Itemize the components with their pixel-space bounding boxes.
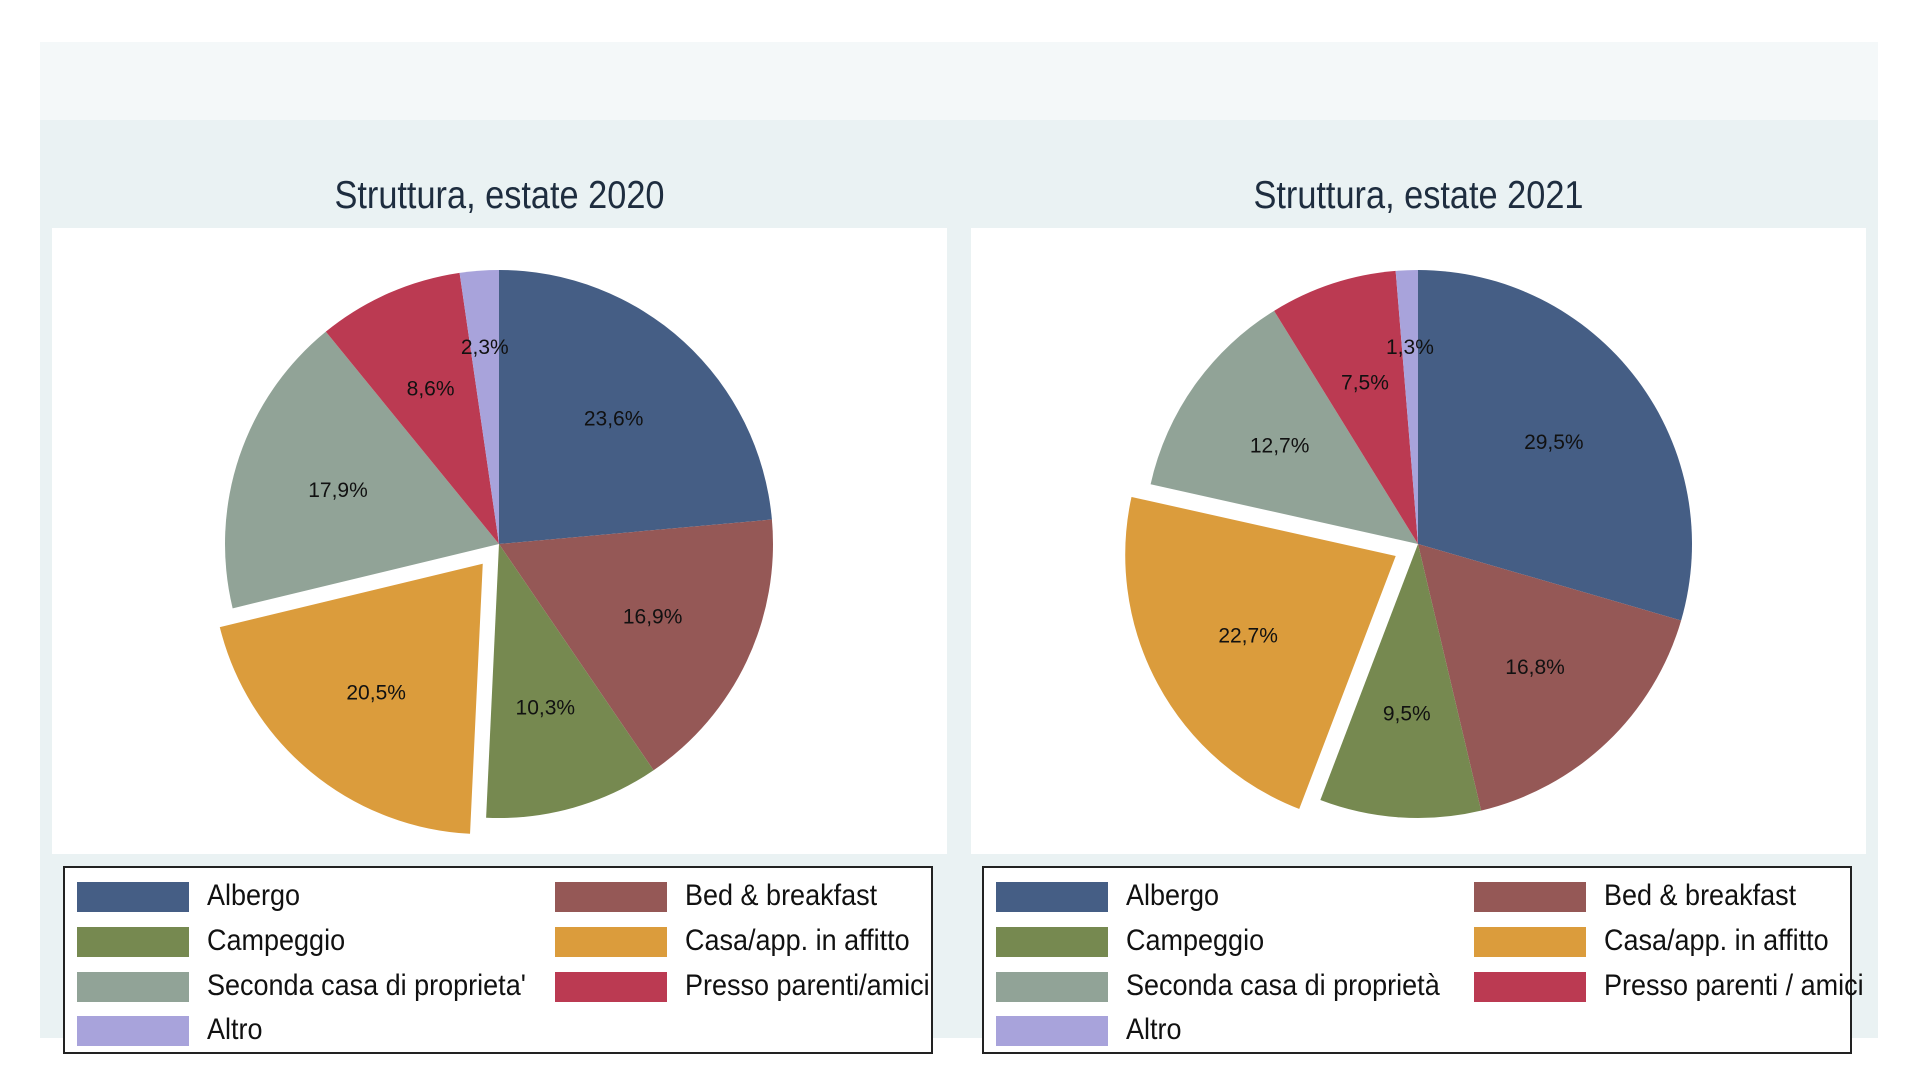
legend-label: Seconda casa di proprietà	[1126, 969, 1440, 1002]
legend-label: Campeggio	[207, 924, 346, 957]
pie-slice-albergo	[499, 270, 772, 544]
plot-area: 23,6% 16,9% 10,3% 20,5% 17,9% 8,6% 2,3%	[52, 228, 947, 854]
pie-chart: 29,5% 16,8% 9,5% 22,7% 12,7% 7,5% 1,3%	[1122, 270, 1692, 818]
slice-label-seconda-casa-di-proprieta: 17,9%	[308, 479, 368, 502]
legend-label: Altro	[207, 1013, 263, 1046]
slice-label-bed-breakfast: 16,9%	[623, 606, 683, 629]
chart-title: Struttura, estate 2021	[1253, 174, 1584, 217]
legend-label: Albergo	[1126, 879, 1220, 912]
pie-slice-campeggio	[486, 544, 654, 818]
legend-label: Altro	[1126, 1013, 1182, 1046]
legend-label: Albergo	[207, 879, 301, 912]
plot-area: 29,5% 16,8% 9,5% 22,7% 12,7% 7,5% 1,3%	[971, 228, 1866, 854]
slice-label-casa-app-in-affitto: 22,7%	[1218, 624, 1278, 647]
legend-label: Campeggio	[1126, 924, 1265, 957]
slice-label-seconda-casa-di-propriet: 12,7%	[1250, 434, 1310, 457]
slice-label-albergo: 29,5%	[1524, 431, 1584, 454]
legend-swatch	[555, 927, 667, 957]
legend-swatch	[555, 972, 667, 1002]
pie-panel-2020: Struttura, estate 2020 23,6% 16,9% 10,3% 20…	[40, 120, 959, 1054]
legend-swatch	[996, 972, 1108, 1002]
pie-slice-bed-breakfast	[1418, 544, 1682, 811]
pie-slice-presso-parenti-amici	[1274, 270, 1418, 544]
slice-label-campeggio: 9,5%	[1383, 703, 1431, 726]
legend-swatch	[996, 882, 1108, 912]
legend-label: Bed & breakfast	[1604, 879, 1797, 912]
slice-label-casa-app-in-affitto: 20,5%	[346, 682, 406, 705]
pie-slice-bed-breakfast	[499, 519, 773, 771]
legend-swatch	[77, 882, 189, 912]
pie-chart: 23,6% 16,9% 10,3% 20,5% 17,9% 8,6% 2,3%	[216, 270, 773, 837]
legend-swatch	[77, 927, 189, 957]
pie-slice-casa-app-in-affitto	[216, 559, 486, 837]
pie-slice-casa-app-in-affitto	[1122, 493, 1400, 813]
legend-swatch	[555, 882, 667, 912]
slice-label-bed-breakfast: 16,8%	[1505, 656, 1565, 679]
legend-swatch	[996, 1016, 1108, 1046]
pie-slice-albergo	[1418, 270, 1692, 621]
pie-panel-2021: Struttura, estate 2021 29,5% 16,8% 9,5% 22,…	[959, 120, 1878, 1054]
legend-swatch	[1474, 972, 1586, 1002]
pie-slice-presso-parenti-amici	[325, 272, 499, 544]
slice-label-campeggio: 10,3%	[516, 696, 576, 719]
legend-label: Seconda casa di proprieta'	[207, 969, 526, 1002]
legend: Albergo Bed & breakfast Campeggio Casa/app.…	[63, 866, 933, 1054]
slice-label-albergo: 23,6%	[584, 408, 644, 431]
pie-slice-campeggio	[1320, 544, 1482, 818]
legend-swatch	[77, 1016, 189, 1046]
legend-swatch	[1474, 927, 1586, 957]
chart-title: Struttura, estate 2020	[334, 174, 665, 217]
legend-label: Presso parenti/amici	[685, 969, 930, 1002]
legend: Albergo Bed & breakfast Campeggio Casa/app.…	[982, 866, 1864, 1054]
legend-label: Presso parenti / amici	[1604, 969, 1864, 1002]
legend-label: Bed & breakfast	[685, 879, 878, 912]
slice-label-altro: 1,3%	[1386, 336, 1434, 359]
pie-slice-seconda-casa-di-proprieta	[225, 331, 499, 609]
legend-label: Casa/app. in affitto	[1604, 924, 1829, 957]
legend-swatch	[1474, 882, 1586, 912]
legend-swatch	[77, 972, 189, 1002]
header-band	[40, 42, 1878, 120]
slice-label-altro: 2,3%	[461, 336, 509, 359]
slice-label-presso-parenti-amici: 7,5%	[1341, 372, 1389, 395]
slice-label-presso-parenti-amici: 8,6%	[407, 377, 455, 400]
legend-swatch	[996, 927, 1108, 957]
legend-label: Casa/app. in affitto	[685, 924, 910, 957]
pie-slice-altro	[459, 270, 499, 544]
chart-figure: Struttura, estate 2020 23,6% 16,9% 10,3% 20…	[40, 42, 1878, 1054]
pie-slice-seconda-casa-di-propriet	[1150, 310, 1418, 544]
pie-slice-altro	[1395, 270, 1418, 544]
